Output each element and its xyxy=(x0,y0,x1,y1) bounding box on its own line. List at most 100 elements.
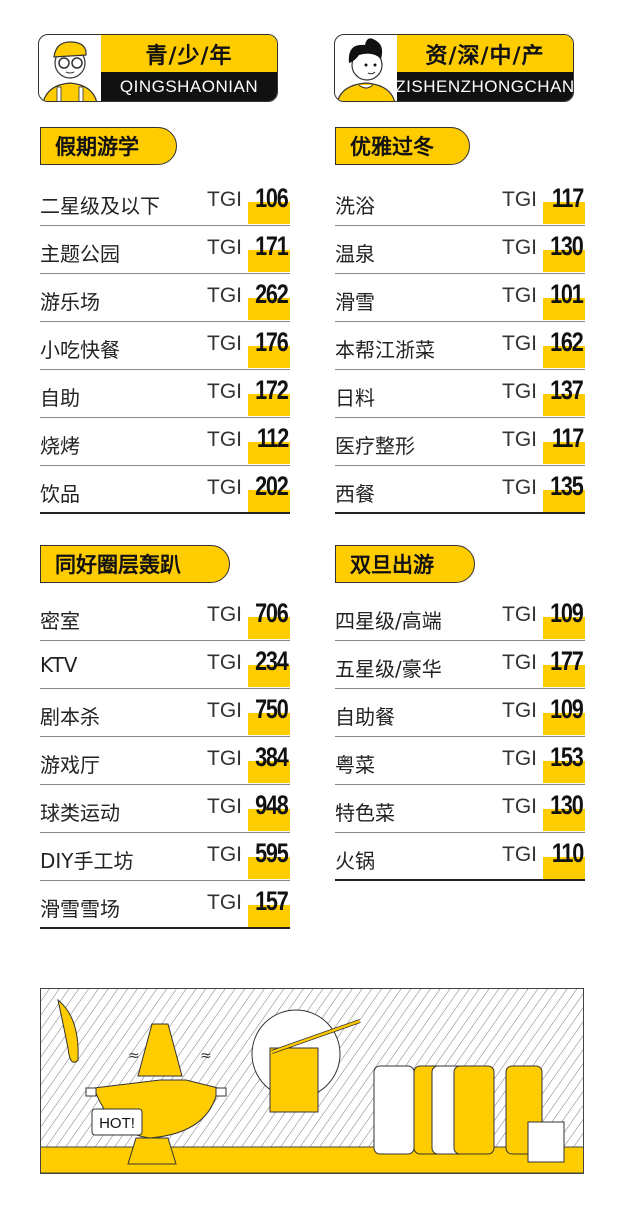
item-label: 四星级/高端 xyxy=(335,609,442,633)
item-label: 饮品 xyxy=(40,482,80,506)
tgi-label: TGI xyxy=(502,236,537,259)
item-label: 游戏厅 xyxy=(40,753,100,777)
list-item: 饮品 TGI 202 xyxy=(40,466,290,514)
list-item: 日料 TGI 137 xyxy=(335,370,585,418)
svg-text:HOT!: HOT! xyxy=(99,1115,135,1132)
value-highlight xyxy=(543,298,585,320)
tgi-list: 洗浴 TGI 117 温泉 TGI 130 滑雪 TGI 101 本帮江浙菜 TGI 162 日料 TGI… xyxy=(335,178,585,514)
list-item: 二星级及以下 TGI 106 xyxy=(40,178,290,226)
item-label: 特色菜 xyxy=(335,801,395,825)
tgi-list: 四星级/高端 TGI 109 五星级/豪华 TGI 177 自助餐 TGI 109 粤菜 TGI 15… xyxy=(335,593,585,881)
tgi-label: TGI xyxy=(207,188,242,211)
list-item: 密室 TGI 706 xyxy=(40,593,290,641)
section-title-badge: 假期游学 xyxy=(40,127,177,165)
value-highlight xyxy=(543,617,585,639)
tgi-value: 109 xyxy=(550,598,585,628)
item-label: 密室 xyxy=(40,609,80,633)
tgi-value: 153 xyxy=(550,742,585,772)
tgi-list: 二星级及以下 TGI 106 主题公园 TGI 171 游乐场 TGI 262 小吃快餐 TGI 17… xyxy=(40,178,290,514)
tgi-label: TGI xyxy=(502,795,537,818)
svg-text:≈: ≈ xyxy=(200,1048,212,1064)
item-label: 小吃快餐 xyxy=(40,338,120,362)
item-label: 火锅 xyxy=(335,849,375,873)
value-highlight xyxy=(248,394,290,416)
value-highlight xyxy=(248,298,290,320)
tgi-value: 177 xyxy=(550,646,585,676)
item-label: 粤菜 xyxy=(335,753,375,777)
value-highlight xyxy=(248,617,290,639)
tgi-label: TGI xyxy=(207,603,242,626)
value-highlight xyxy=(248,346,290,368)
tgi-value: 176 xyxy=(255,327,290,357)
tgi-value: 109 xyxy=(550,694,585,724)
list-item: 洗浴 TGI 117 xyxy=(335,178,585,226)
value-highlight xyxy=(543,665,585,687)
tgi-value: 595 xyxy=(255,838,290,868)
value-highlight xyxy=(248,665,290,687)
tgi-label: TGI xyxy=(502,380,537,403)
list-item: 主题公园 TGI 171 xyxy=(40,226,290,274)
value-highlight xyxy=(543,394,585,416)
wine-bottles-icon xyxy=(373,1065,565,1163)
value-highlight xyxy=(543,250,585,272)
tgi-label: TGI xyxy=(207,699,242,722)
value-highlight xyxy=(543,442,585,464)
tgi-label: TGI xyxy=(502,284,537,307)
value-highlight xyxy=(248,761,290,783)
value-highlight xyxy=(248,809,290,831)
item-label: DIY手工坊 xyxy=(40,849,134,873)
item-label: 自助餐 xyxy=(335,705,395,729)
tgi-value: 202 xyxy=(255,471,290,501)
item-label: 主题公园 xyxy=(40,242,120,266)
section-title-badge: 同好圈层轰趴 xyxy=(40,545,230,583)
tgi-label: TGI xyxy=(502,843,537,866)
persona-title: 资/深/中/产 xyxy=(397,35,573,73)
tgi-list: 密室 TGI 706 KTV TGI 234 剧本杀 TGI 750 游戏厅 TGI 384 球类运动 T… xyxy=(40,593,290,929)
list-item: 温泉 TGI 130 xyxy=(335,226,585,274)
tgi-label: TGI xyxy=(207,284,242,307)
item-label: 游乐场 xyxy=(40,290,100,314)
tgi-label: TGI xyxy=(207,476,242,499)
list-item: 球类运动 TGI 948 xyxy=(40,785,290,833)
value-highlight xyxy=(248,250,290,272)
item-label: 本帮江浙菜 xyxy=(335,338,435,362)
tgi-value: 135 xyxy=(550,471,585,501)
item-label: 温泉 xyxy=(335,242,375,266)
tgi-label: TGI xyxy=(502,651,537,674)
item-label: 剧本杀 xyxy=(40,705,100,729)
value-highlight xyxy=(543,490,585,512)
value-highlight xyxy=(248,905,290,927)
list-item: 粤菜 TGI 153 xyxy=(335,737,585,785)
tgi-label: TGI xyxy=(207,891,242,914)
section-title-badge: 双旦出游 xyxy=(335,545,475,583)
item-label: 洗浴 xyxy=(335,194,375,218)
item-label: 五星级/豪华 xyxy=(335,657,442,681)
tgi-label: TGI xyxy=(502,476,537,499)
tgi-value: 130 xyxy=(550,790,585,820)
tgi-value: 171 xyxy=(255,231,290,261)
tgi-value: 948 xyxy=(255,790,290,820)
tgi-label: TGI xyxy=(207,747,242,770)
list-item: 四星级/高端 TGI 109 xyxy=(335,593,585,641)
tgi-value: 106 xyxy=(255,183,290,213)
value-highlight xyxy=(543,857,585,879)
noodle-bowl-icon xyxy=(251,1009,361,1113)
tgi-label: TGI xyxy=(207,795,242,818)
chili-icon xyxy=(57,998,79,1063)
list-item: 游乐场 TGI 262 xyxy=(40,274,290,322)
tgi-label: TGI xyxy=(207,651,242,674)
value-highlight xyxy=(248,442,290,464)
item-label: 烧烤 xyxy=(40,434,80,458)
tgi-label: TGI xyxy=(207,428,242,451)
item-label: 球类运动 xyxy=(40,801,120,825)
youth-avatar-icon xyxy=(42,41,98,101)
list-item: 西餐 TGI 135 xyxy=(335,466,585,514)
list-item: 游戏厅 TGI 384 xyxy=(40,737,290,785)
tgi-label: TGI xyxy=(207,843,242,866)
list-item: 烧烤 TGI 112 xyxy=(40,418,290,466)
tgi-label: TGI xyxy=(207,236,242,259)
tgi-value: 172 xyxy=(255,375,290,405)
list-item: 自助 TGI 172 xyxy=(40,370,290,418)
list-item: 剧本杀 TGI 750 xyxy=(40,689,290,737)
tgi-value: 162 xyxy=(550,327,585,357)
